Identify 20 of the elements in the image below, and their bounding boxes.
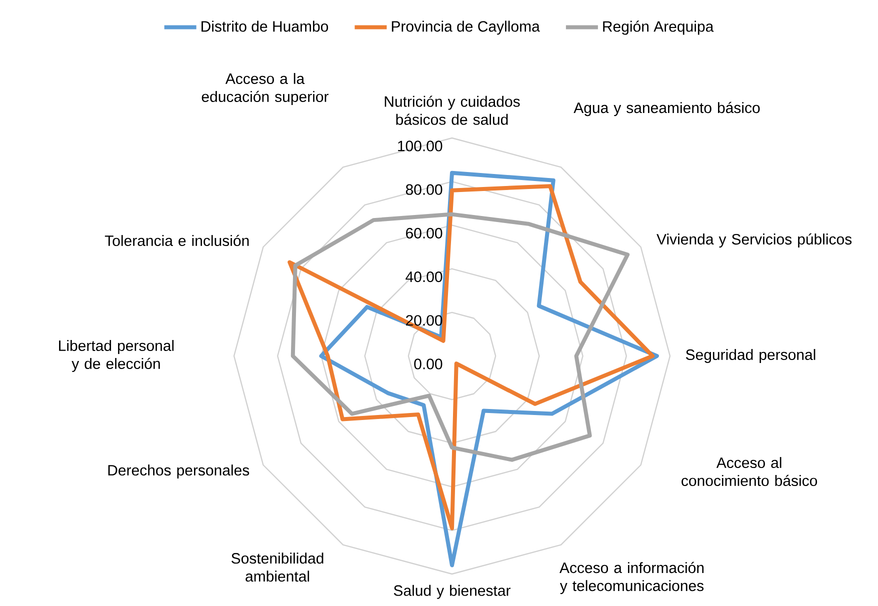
spoke-label: Agua y saneamiento básico [574,102,760,116]
spoke-label: Acceso a la educación superior [202,73,328,105]
legend-label: Región Arequipa [603,20,714,35]
spoke-label: Tolerancia e inclusión [104,234,249,246]
spoke-label: Vivienda y Servicios públicos [656,233,852,248]
y-tick-label: 100.00 [398,140,442,152]
legend-label: Provincia de Caylloma [392,20,540,35]
spoke-label: Salud y bienestar [394,584,510,599]
spoke-label: Derechos personales [108,464,250,479]
y-tick-label: 40.00 [406,271,442,282]
spoke-label: Libertad personal y de elección [59,340,174,372]
spoke-label: Seguridad personal [686,349,816,363]
spoke-label: Acceso al conocimiento básico [682,457,818,486]
spoke-label: Sostenibilidad ambiental [232,552,324,582]
spoke-label: Acceso a información y telecomunicaciones [560,562,704,594]
legend-label: Distrito de Huambo [202,20,328,32]
spoke-label: Nutrición y cuidados básicos de salud [384,96,520,125]
y-tick-label: 60.00 [406,228,442,238]
y-tick-label: 80.00 [406,184,442,195]
y-tick-label: 0.00 [414,358,442,370]
